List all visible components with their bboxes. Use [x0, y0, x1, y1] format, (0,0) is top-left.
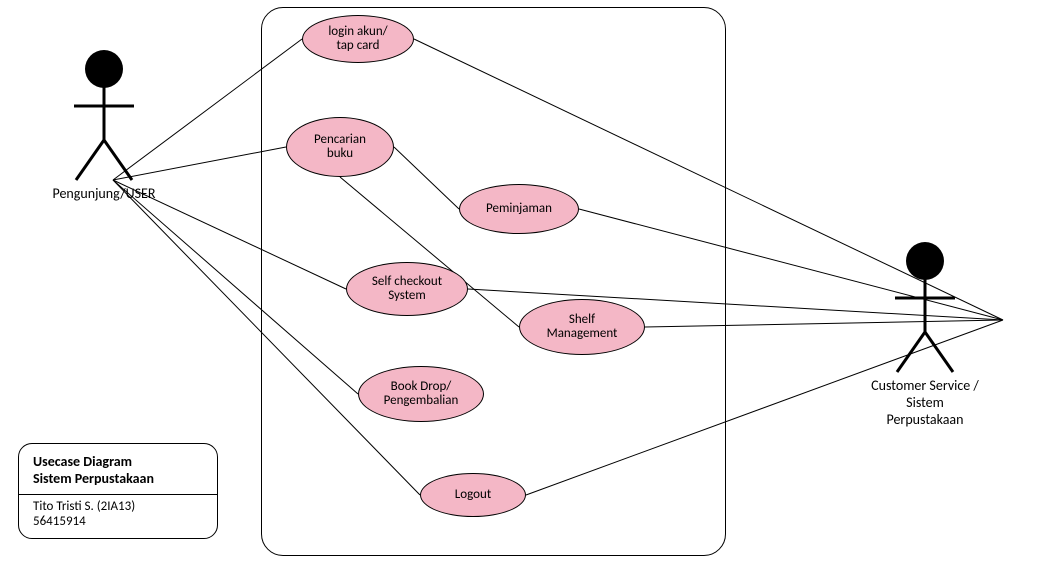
usecase-bookdrop-label: Book Drop/Pengembalian: [384, 380, 459, 409]
actor-cs-label: Customer Service /Sistem Perpustakaan: [869, 378, 981, 428]
diagram-stage: Pengunjung/USER Customer Service /Sistem…: [0, 0, 1045, 566]
usecase-logout: Logout: [420, 473, 526, 517]
actor-user: Pengunjung/USER: [48, 50, 160, 203]
usecase-peminjaman-label: Peminjaman: [486, 202, 552, 216]
usecase-logout-label: Logout: [455, 488, 491, 502]
actor-user-head-icon: [85, 50, 123, 88]
usecase-pencarian-label: Pencarianbuku: [314, 133, 366, 162]
usecase-shelf: ShelfManagement: [519, 299, 645, 355]
title-box: Usecase Diagram Sistem Perpustakaan Tito…: [18, 443, 218, 539]
usecase-checkout: Self checkoutSystem: [346, 262, 468, 316]
title-line-2: Sistem Perpustakaan: [33, 470, 154, 487]
usecase-login-label: login akun/tap card: [328, 25, 387, 54]
system-boundary: [261, 7, 726, 556]
author-line-2: 56415914: [33, 514, 203, 530]
usecase-bookdrop: Book Drop/Pengembalian: [358, 366, 484, 422]
actor-user-body-icon: [68, 84, 140, 182]
actor-cs-head-icon: [906, 242, 944, 280]
title-line-1: Usecase Diagram: [33, 453, 132, 470]
usecase-checkout-label: Self checkoutSystem: [372, 275, 442, 304]
actor-cs-body-icon: [889, 276, 961, 374]
author-line-1: Tito Tristi S. (2IA13): [33, 499, 203, 515]
usecase-login: login akun/tap card: [302, 15, 414, 63]
usecase-pencarian: Pencarianbuku: [286, 117, 394, 177]
actor-cs: Customer Service /Sistem Perpustakaan: [869, 242, 981, 428]
actor-user-label: Pengunjung/USER: [48, 186, 160, 203]
usecase-peminjaman: Peminjaman: [459, 184, 579, 234]
title-divider: [19, 494, 217, 495]
usecase-shelf-label: ShelfManagement: [547, 313, 618, 342]
